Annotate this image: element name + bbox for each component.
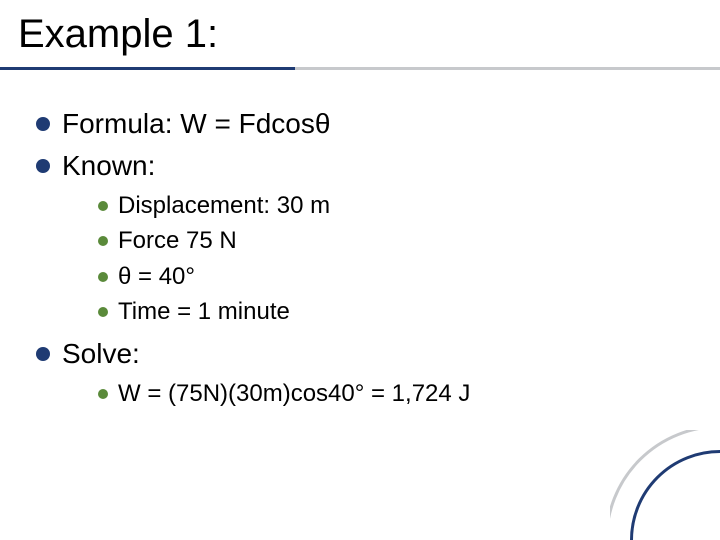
arc-gray-icon bbox=[610, 430, 720, 540]
list-item-text: Known: bbox=[62, 147, 155, 185]
bullet-icon bbox=[98, 201, 108, 211]
bullet-icon bbox=[36, 159, 50, 173]
list-item: Time = 1 minute bbox=[98, 295, 690, 329]
slide-body: Formula: W = Fdcosθ Known: Displacement:… bbox=[0, 77, 720, 410]
list-item-text: Time = 1 minute bbox=[118, 295, 290, 329]
bullet-icon bbox=[98, 389, 108, 399]
title-rule bbox=[0, 67, 720, 77]
list-item-text: Force 75 N bbox=[118, 224, 237, 258]
bullet-icon bbox=[98, 236, 108, 246]
bullet-icon bbox=[36, 347, 50, 361]
corner-decoration bbox=[610, 430, 720, 540]
list-item-text: Displacement: 30 m bbox=[118, 189, 330, 223]
arc-navy-icon bbox=[630, 450, 720, 540]
bullet-list-lvl2: Displacement: 30 m Force 75 N θ = 40° Ti… bbox=[36, 189, 690, 329]
list-item: Known: bbox=[36, 147, 690, 185]
bullet-icon bbox=[98, 307, 108, 317]
bullet-icon bbox=[36, 117, 50, 131]
rule-navy-line bbox=[0, 67, 295, 70]
list-item: Formula: W = Fdcosθ bbox=[36, 105, 690, 143]
list-item: θ = 40° bbox=[98, 260, 690, 294]
slide: Example 1: Formula: W = Fdcosθ Known: Di… bbox=[0, 0, 720, 540]
list-item: Solve: bbox=[36, 335, 690, 373]
list-item-text: θ = 40° bbox=[118, 260, 195, 294]
list-item-text: W = (75N)(30m)cos40° = 1,724 J bbox=[118, 377, 470, 411]
bullet-list-lvl1: Formula: W = Fdcosθ Known: bbox=[36, 105, 690, 185]
list-item-text: Solve: bbox=[62, 335, 140, 373]
bullet-list-lvl1: Solve: bbox=[36, 335, 690, 373]
bullet-list-lvl2: W = (75N)(30m)cos40° = 1,724 J bbox=[36, 377, 690, 411]
bullet-icon bbox=[98, 272, 108, 282]
slide-title: Example 1: bbox=[0, 0, 720, 63]
list-item-text: Formula: W = Fdcosθ bbox=[62, 105, 330, 143]
list-item: Displacement: 30 m bbox=[98, 189, 690, 223]
list-item: W = (75N)(30m)cos40° = 1,724 J bbox=[98, 377, 690, 411]
list-item: Force 75 N bbox=[98, 224, 690, 258]
